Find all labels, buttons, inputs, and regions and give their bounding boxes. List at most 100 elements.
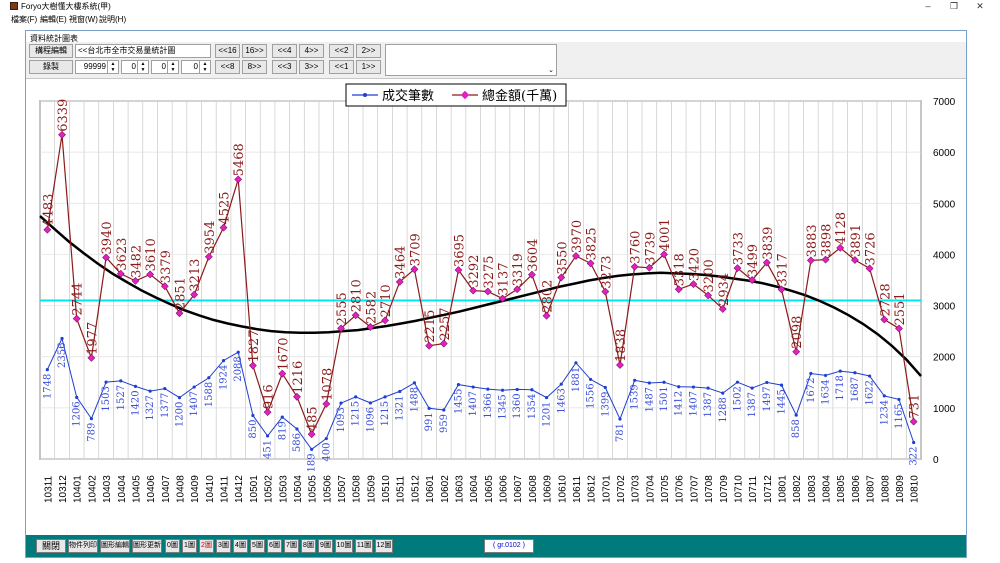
page-button-3[interactable]: 3圖 [216,539,231,553]
nav-back-4[interactable]: <<4 [272,44,297,58]
print-button[interactable]: 物件列印 [68,539,98,553]
series-line-0 [46,337,915,451]
data-label-0: 1420 [130,390,141,415]
data-label-1: 3273 [599,256,614,289]
data-label-1: 2098 [790,316,805,349]
graph-edit-button[interactable]: 圖形編輯 [100,539,130,553]
memo-box[interactable]: ⌄ [385,44,557,76]
spin-4[interactable]: 0 ▲ ▼ [181,60,211,74]
data-label-1: 3891 [849,224,864,257]
data-label-1: 2215 [423,310,438,343]
series-point-0 [735,380,740,384]
data-label-0: 1377 [160,393,171,418]
series-point-1 [43,225,52,234]
page-button-12[interactable]: 12圖 [375,539,393,553]
data-label-0: 1463 [556,388,567,413]
menu-window[interactable]: 視窗(W) [69,15,98,24]
spin-3[interactable]: 0 ▲ ▼ [151,60,179,74]
page-button-8[interactable]: 8圖 [301,539,316,553]
page-button-11[interactable]: 11圖 [355,539,373,553]
nav-back-2[interactable]: <<2 [329,44,354,58]
series-point-0 [603,385,607,390]
x-tick-label: 10708 [704,475,715,503]
close-button[interactable]: ✕ [976,1,984,11]
nav-fwd-8[interactable]: 8>> [242,60,267,74]
page-button-4[interactable]: 4圖 [233,539,248,553]
spin-1[interactable]: 99999 ▲ ▼ [75,60,119,74]
menu-edit[interactable]: 編輯(E) [40,15,67,24]
page-button-6[interactable]: 6圖 [267,539,282,553]
series-point-1 [381,316,389,325]
maximize-button[interactable]: ❐ [949,1,959,11]
page-button-5[interactable]: 5圖 [250,539,265,553]
data-label-1: 1216 [291,361,306,394]
page-button-7[interactable]: 7圖 [284,539,299,553]
x-tick-label: 10407 [161,475,172,503]
y-tick-label: 5000 [933,199,956,210]
series-point-0 [368,401,372,405]
data-label-0: 1455 [453,389,464,414]
save-button[interactable]: 錄製 [29,60,73,74]
page-button-9[interactable]: 9圖 [318,539,333,553]
series-point-1 [586,259,595,268]
nav-back-3[interactable]: <<3 [272,60,297,74]
x-tick-label: 10609 [543,475,554,503]
series-point-1 [851,256,859,264]
spin-2[interactable]: 0 ▲ ▼ [121,60,149,74]
x-tick-label: 10411 [220,475,231,503]
x-tick-label: 10705 [660,475,671,503]
menu-file[interactable]: 檔案(F) [11,15,38,24]
series-point-0 [721,391,725,395]
x-tick-label: 10709 [719,475,730,503]
series-point-0 [119,379,123,383]
graph-refresh-button[interactable]: 圖形更新 [132,539,162,553]
data-label-0: 1093 [336,407,347,432]
page-button-10[interactable]: 10圖 [335,539,353,553]
series-point-1 [190,290,199,299]
series-point-1 [513,285,522,294]
nav-fwd-1[interactable]: 1>> [356,60,381,74]
nav-back-16[interactable]: <<16 [215,44,240,58]
nav-back-8[interactable]: <<8 [215,60,240,74]
nav-back-1[interactable]: <<1 [329,60,354,74]
nav-fwd-16[interactable]: 16>> [242,44,267,58]
data-label-0: 1497 [762,386,773,411]
series-point-0 [559,382,563,386]
page-button-0[interactable]: 0圖 [165,539,180,553]
x-tick-label: 10406 [146,475,157,503]
series-point-0 [853,371,857,375]
series-point-0 [354,395,358,399]
menu-help[interactable]: 說明(H) [99,15,127,24]
query-input[interactable]: <<台北市全市交易量統計圖 [75,44,211,58]
data-label-1: 3200 [702,259,717,292]
nav-fwd-3[interactable]: 3>> [299,60,324,74]
series-point-1 [351,311,360,320]
data-label-1: 6339 [56,99,71,132]
series-point-0 [809,371,813,376]
close-chart-button[interactable]: 關閉 [36,539,66,553]
x-tick-label: 10409 [190,475,201,503]
series-point-1 [425,341,433,350]
legend-label-0: 成交筆數 [382,88,434,104]
data-label-0: 1634 [821,379,832,404]
page-button-1[interactable]: 1圖 [182,539,197,553]
series-point-0 [265,434,270,438]
nav-fwd-4[interactable]: 4>> [299,44,324,58]
x-tick-label: 10405 [131,475,142,503]
nav-fwd-2[interactable]: 2>> [356,44,381,58]
page-button-2[interactable]: 2圖 [199,539,214,553]
data-label-0: 322 [909,447,920,466]
series-point-0 [339,401,343,405]
data-label-1: 3275 [482,255,497,288]
data-label-0: 2088 [233,356,244,381]
data-label-1: 3760 [629,231,644,264]
minimize-button[interactable]: – [925,1,931,11]
y-tick-label: 2000 [933,353,956,364]
series-point-1 [160,282,169,291]
x-tick-label: 10703 [631,475,642,503]
series-point-1 [366,323,375,331]
data-label-1: 3623 [115,238,130,271]
series-point-0 [633,378,637,382]
series-point-0 [574,361,578,365]
edit-button[interactable]: 構程編輯 [29,44,73,58]
